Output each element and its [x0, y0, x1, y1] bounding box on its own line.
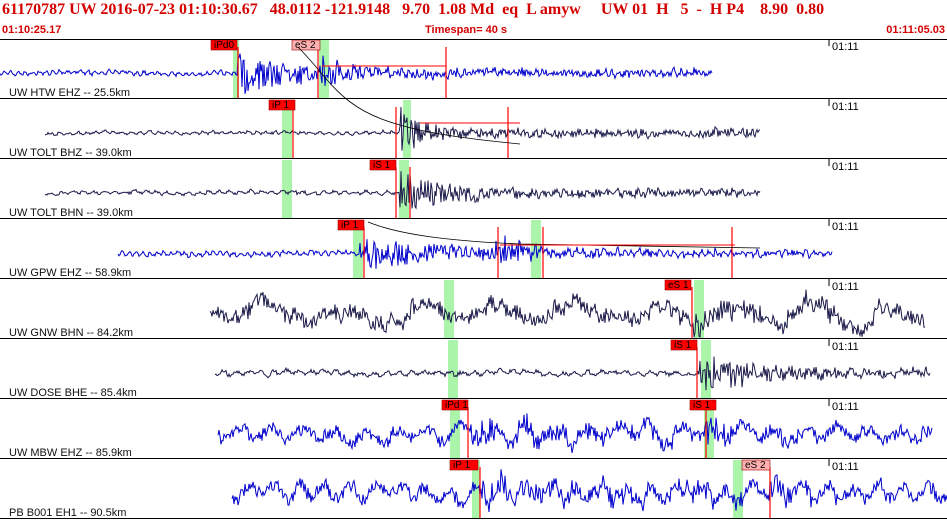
phase-pick-flag[interactable]: iPd 1 — [441, 399, 469, 411]
phase-window — [282, 160, 292, 219]
pick-flag-box — [741, 459, 771, 471]
phase-window — [733, 460, 743, 519]
end-time-label: 01:11:05.03 — [886, 24, 945, 36]
pick-flag-box — [449, 459, 479, 471]
pick-flag-box — [670, 339, 698, 351]
pick-flag-label: iS 1 — [674, 340, 692, 351]
record-header: 61170787 UW 2016-07-23 01:10:30.67 48.01… — [0, 0, 947, 40]
trace-row-background — [0, 39, 947, 99]
timespan-label: Timespan= 40 s — [425, 24, 508, 36]
phase-pick-flag[interactable]: iP 1 — [449, 459, 479, 471]
trace-station-label: UW DOSE BHE -- 85.4km — [9, 387, 137, 399]
time-tick-label: 01:11 — [832, 341, 859, 353]
pick-flag-label: iP 1 — [453, 460, 470, 471]
time-tick-label: 01:11 — [832, 101, 859, 113]
pick-flag-box — [337, 219, 365, 231]
trace-row-background — [0, 159, 947, 219]
trace-station-label: UW TOLT BHZ -- 39.0km — [9, 147, 132, 159]
phase-pick-flag[interactable]: iS 1 — [369, 159, 397, 171]
phase-window — [701, 340, 711, 399]
pick-flag-label: eS 2 — [745, 460, 766, 471]
phase-pick-flag[interactable]: eS 2 — [291, 39, 321, 51]
pick-flag-label: iS 1 — [373, 160, 391, 171]
pick-flag-label: iP 1 — [272, 100, 289, 111]
trace-row[interactable]: 01:11 iPd 1 iS 1 UW MBW EHZ -- 85.9km — [0, 399, 947, 459]
time-tick-label: 01:11 — [832, 41, 859, 53]
time-tick-label: 01:11 — [832, 401, 859, 413]
trace-row[interactable]: 01:11 iP 1 UW GPW EHZ -- 58.9km — [0, 219, 947, 279]
waveform — [231, 469, 947, 513]
phase-pick-flag[interactable]: iPd0 — [210, 39, 238, 51]
time-tick-label: 01:11 — [832, 281, 859, 293]
waveform — [44, 106, 761, 151]
waveform — [217, 413, 933, 454]
pick-flag-label: eS 2 — [295, 40, 316, 51]
trace-row[interactable]: 01:11 iS 1 UW DOSE BHE -- 85.4km — [0, 339, 947, 399]
time-tick-label: 01:11 — [832, 221, 859, 233]
pick-flag-label: eS 1 — [668, 280, 689, 291]
seismogram-panel[interactable]: 01:11 iPd0 eS 2 UW HTW EHZ -- 25.5km 01:11 iP… — [0, 39, 947, 520]
phase-pick-flag[interactable]: iP 1 — [268, 99, 296, 111]
phase-window — [694, 280, 704, 339]
pick-flag-box — [369, 159, 397, 171]
trace-station-label: UW GPW EHZ -- 58.9km — [9, 267, 131, 279]
trace-row[interactable]: 01:11 iPd0 eS 2 UW HTW EHZ -- 25.5km — [0, 39, 947, 99]
trace-row[interactable]: 01:11 iP 1 UW TOLT BHZ -- 39.0km — [0, 99, 947, 159]
pick-flag-label: iS 1 — [693, 400, 711, 411]
pick-flag-box — [664, 279, 692, 291]
trace-row[interactable]: 01:11 iP 1 eS 2 PB B001 EH1 -- 90.5km — [0, 459, 947, 519]
pick-flag-label: iPd0 — [214, 40, 234, 51]
trace-row-background — [0, 219, 947, 279]
trace-station-label: UW MBW EHZ -- 85.9km — [9, 447, 132, 459]
waveform — [0, 53, 713, 94]
trace-row-background — [0, 99, 947, 159]
trace-row-background — [0, 279, 947, 339]
pick-flag-label: iP 1 — [341, 220, 358, 231]
moveout-curve — [367, 221, 761, 249]
trace-station-label: UW GNW BHN -- 84.2km — [9, 327, 133, 339]
waveform — [44, 171, 761, 210]
waveform — [209, 289, 926, 338]
trace-station-label: PB B001 EH1 -- 90.5km — [9, 507, 126, 519]
time-tick-label: 01:11 — [832, 461, 859, 473]
trace-row[interactable]: 01:11 iS 1 UW TOLT BHN -- 39.0km — [0, 159, 947, 219]
phase-window — [448, 340, 458, 399]
start-time-label: 01:10:25.17 — [2, 24, 62, 36]
pick-flag-box — [268, 99, 296, 111]
phase-pick-flag[interactable]: eS 2 — [741, 459, 771, 471]
trace-row-background — [0, 339, 947, 399]
event-summary-title: 61170787 UW 2016-07-23 01:10:30.67 48.01… — [2, 1, 825, 18]
phase-pick-flag[interactable]: iS 1 — [689, 399, 717, 411]
phase-window — [450, 400, 460, 459]
trace-row[interactable]: 01:11 eS 1 UW GNW BHN -- 84.2km — [0, 279, 947, 339]
pick-flag-label: iPd 1 — [445, 400, 468, 411]
trace-station-label: UW HTW EHZ -- 25.5km — [9, 87, 130, 99]
phase-window — [282, 100, 292, 159]
waveform — [117, 235, 833, 269]
phase-window — [353, 220, 363, 279]
phase-window — [444, 280, 454, 339]
phase-pick-flag[interactable]: iS 1 — [670, 339, 698, 351]
pick-flag-box — [689, 399, 717, 411]
phase-window — [233, 40, 239, 99]
trace-row-background — [0, 399, 947, 459]
phase-window — [472, 460, 480, 519]
trace-station-label: UW TOLT BHN -- 39.0km — [9, 207, 133, 219]
time-tick-label: 01:11 — [832, 161, 859, 173]
moveout-curve — [297, 46, 521, 145]
pick-flag-box — [441, 399, 469, 411]
moveout-curves-layer — [297, 46, 761, 249]
waveform — [214, 356, 931, 391]
phase-pick-flag[interactable]: iP 1 — [337, 219, 365, 231]
phase-pick-flag[interactable]: eS 1 — [664, 279, 692, 291]
